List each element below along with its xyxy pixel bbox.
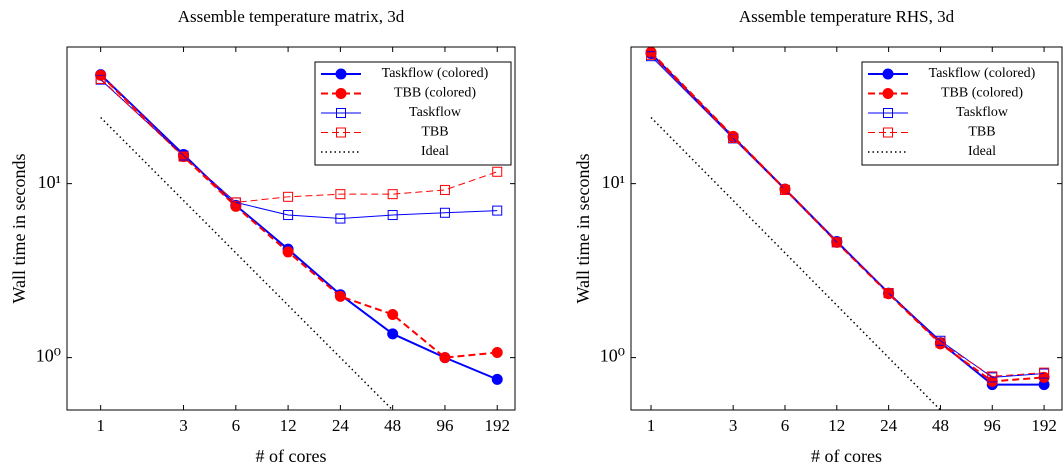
x-tick-label: 192 bbox=[484, 416, 510, 435]
data-point bbox=[230, 197, 241, 208]
legend-label: TBB bbox=[968, 125, 995, 140]
data-point bbox=[335, 213, 346, 224]
y-tick-label: 10¹ bbox=[602, 172, 625, 192]
data-point bbox=[387, 210, 398, 221]
x-tick-label: 24 bbox=[880, 416, 898, 435]
chart: Assemble temperature matrix, 3d # of core… bbox=[9, 7, 516, 466]
y-tick-label: 10¹ bbox=[38, 172, 61, 192]
x-axis-label: # of cores bbox=[811, 446, 882, 466]
legend-marker bbox=[335, 88, 347, 99]
x-tick-label: 48 bbox=[384, 416, 401, 435]
x-tick-label: 12 bbox=[828, 416, 845, 435]
x-tick-label: 6 bbox=[232, 416, 241, 435]
legend-marker bbox=[882, 88, 894, 99]
x-axis-label: # of cores bbox=[256, 446, 327, 466]
data-point bbox=[646, 49, 657, 60]
x-tick-label: 12 bbox=[280, 416, 297, 435]
legend-label: Taskflow bbox=[956, 105, 1009, 120]
y-axis-label: Wall time in seconds bbox=[9, 153, 29, 303]
data-point bbox=[439, 207, 450, 218]
data-point bbox=[728, 132, 739, 143]
legend-marker bbox=[336, 127, 346, 138]
x-tick-label: 192 bbox=[1031, 416, 1057, 435]
data-point bbox=[387, 189, 398, 200]
data-point bbox=[335, 189, 346, 200]
data-point bbox=[492, 166, 503, 177]
chart-title: Assemble temperature RHS, 3d bbox=[739, 7, 955, 26]
legend-label: TBB (colored) bbox=[941, 86, 1023, 101]
legend-label: Taskflow bbox=[409, 105, 462, 120]
legend-marker bbox=[883, 127, 893, 138]
legend-marker bbox=[882, 68, 894, 80]
plot-area bbox=[95, 69, 503, 410]
legend-marker bbox=[335, 68, 347, 80]
y-tick-label: 10⁰ bbox=[600, 346, 625, 366]
x-tick-label: 24 bbox=[332, 416, 350, 435]
data-point bbox=[334, 290, 346, 302]
series-line bbox=[100, 78, 498, 203]
legend-label: TBB bbox=[421, 125, 448, 140]
x-tick-label: 6 bbox=[781, 416, 790, 435]
data-point bbox=[283, 210, 294, 221]
data-point bbox=[935, 337, 946, 348]
data-point bbox=[282, 246, 294, 258]
plot-frame bbox=[66, 46, 516, 411]
data-point bbox=[1039, 367, 1050, 378]
legend-label: TBB (colored) bbox=[394, 86, 476, 101]
plot-frame bbox=[630, 46, 1063, 411]
data-point bbox=[779, 184, 790, 195]
x-tick-label: 96 bbox=[984, 416, 1001, 435]
x-tick-label: 3 bbox=[729, 416, 738, 435]
chart: Assemble temperature RHS, 3d # of cores Wa… bbox=[573, 7, 1063, 466]
series-line bbox=[100, 116, 394, 410]
legend-label: Ideal bbox=[968, 144, 996, 159]
plot-area bbox=[645, 47, 1050, 410]
data-point bbox=[178, 151, 189, 162]
legend-label: Taskflow (colored) bbox=[929, 66, 1036, 81]
series-line bbox=[100, 79, 498, 220]
y-tick-label: 10⁰ bbox=[36, 346, 61, 366]
data-point bbox=[283, 191, 294, 202]
x-tick-label: 1 bbox=[647, 416, 656, 435]
legend-label: Ideal bbox=[421, 144, 449, 159]
legend-marker bbox=[883, 108, 893, 118]
legend-marker bbox=[336, 108, 346, 118]
data-point bbox=[387, 328, 399, 340]
series-line bbox=[650, 54, 1045, 377]
legend: Taskflow (colored) TBB (colored) Taskflow T… bbox=[861, 61, 1059, 166]
y-axis-label: Wall time in seconds bbox=[573, 153, 593, 303]
data-point bbox=[387, 308, 399, 320]
data-point bbox=[439, 352, 451, 364]
data-point bbox=[491, 347, 503, 359]
data-point bbox=[491, 373, 503, 385]
data-point bbox=[727, 130, 739, 142]
data-point bbox=[95, 73, 106, 84]
x-tick-label: 3 bbox=[179, 416, 188, 435]
data-point bbox=[492, 205, 503, 216]
data-point bbox=[439, 184, 450, 195]
legend: Taskflow (colored) TBB (colored) Taskflow T… bbox=[314, 61, 512, 166]
x-tick-label: 48 bbox=[932, 416, 949, 435]
chart-title: Assemble temperature matrix, 3d bbox=[178, 7, 405, 26]
data-point bbox=[883, 288, 894, 299]
x-tick-label: 96 bbox=[436, 416, 453, 435]
x-tick-label: 1 bbox=[96, 416, 105, 435]
series-line bbox=[99, 74, 498, 359]
data-point bbox=[831, 237, 842, 248]
data-point bbox=[987, 371, 998, 382]
legend-label: Taskflow (colored) bbox=[382, 66, 489, 81]
